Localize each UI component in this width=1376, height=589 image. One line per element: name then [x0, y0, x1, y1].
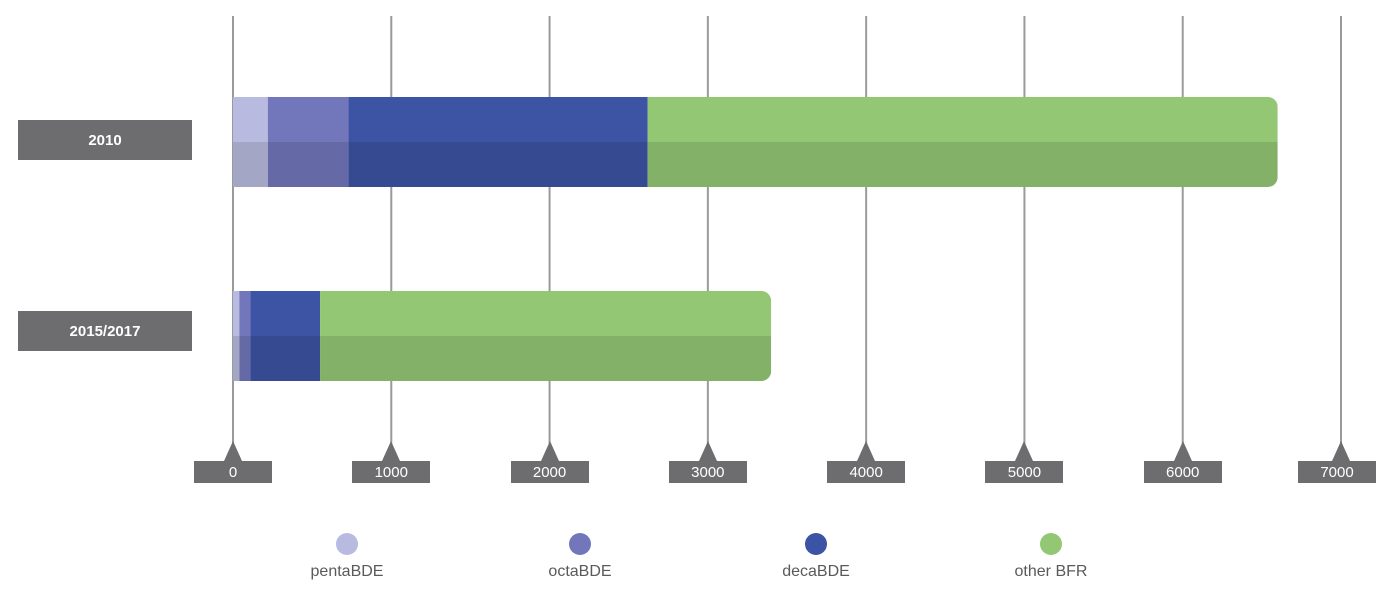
tick-label-2000: 2000	[510, 461, 589, 483]
bar-decabde-2015-2017	[250, 291, 321, 381]
bar-pentabde-2015-2017	[233, 291, 240, 381]
bars	[233, 97, 1278, 381]
legend-swatch	[1040, 533, 1062, 555]
tick-label-5000: 5000	[985, 461, 1064, 483]
bar-octabde-2015-2017	[239, 291, 251, 381]
bar-pentabde-2010	[233, 97, 268, 187]
tick-label-7000: 7000	[1298, 461, 1376, 483]
tick-label-0: 0	[194, 461, 272, 483]
legend-swatch	[336, 533, 358, 555]
tick-label-6000: 6000	[1143, 461, 1222, 483]
tick-marker-7000	[1332, 441, 1350, 461]
tick-marker-3000	[698, 441, 717, 461]
tick-label-3000: 3000	[668, 461, 747, 483]
tick-marker-4000	[857, 441, 876, 461]
legend-label: octaBDE	[548, 563, 612, 580]
tick-marker-1000	[382, 441, 401, 461]
legend-label: pentaBDE	[310, 563, 384, 580]
tick-marker-2000	[540, 441, 559, 461]
tick-label-4000: 4000	[827, 461, 906, 483]
tick-label-1000: 1000	[352, 461, 431, 483]
category-label-2015-2017: 2015/2017	[18, 311, 192, 351]
bar-octabde-2010	[267, 97, 349, 187]
legend-item-pentabde: pentaBDE	[267, 533, 427, 581]
bar-other-bfr-2015-2017	[320, 291, 772, 381]
legend-item-other-bfr: other BFR	[971, 533, 1131, 581]
bar-decabde-2010	[348, 97, 648, 187]
legend-label: decaBDE	[782, 563, 850, 580]
legend-item-decabde: decaBDE	[736, 533, 896, 581]
bar-other-bfr-2010	[647, 97, 1278, 187]
gridlines	[232, 16, 1342, 450]
legend-label: other BFR	[1014, 563, 1088, 580]
legend-swatch	[805, 533, 827, 555]
tick-marker-5000	[1015, 441, 1034, 461]
tick-marker-6000	[1173, 441, 1192, 461]
legend-swatch	[569, 533, 591, 555]
tick-marker-0	[224, 441, 242, 461]
legend-item-octabde: octaBDE	[500, 533, 660, 581]
category-label-2010: 2010	[18, 120, 192, 160]
